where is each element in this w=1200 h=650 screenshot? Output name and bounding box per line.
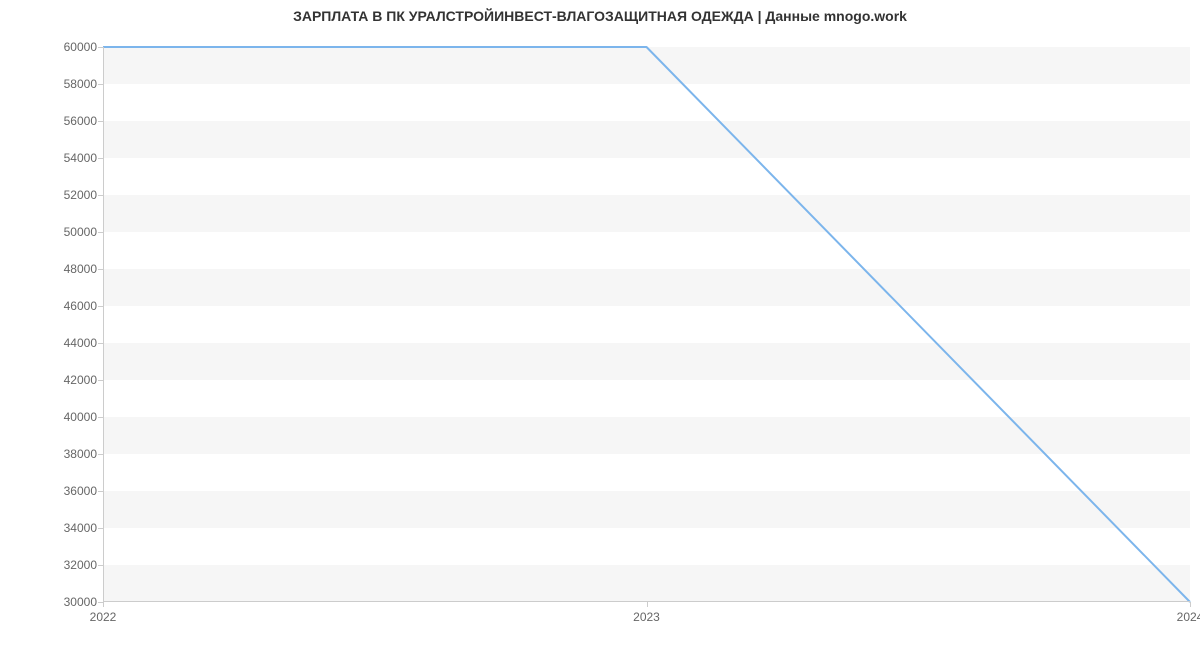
y-tick-mark	[98, 491, 103, 492]
x-tick-mark	[647, 602, 648, 607]
y-axis-line	[103, 47, 104, 602]
y-tick-mark	[98, 565, 103, 566]
y-tick-label: 50000	[64, 225, 97, 239]
y-tick-label: 36000	[64, 484, 97, 498]
y-tick-label: 56000	[64, 114, 97, 128]
y-tick-label: 52000	[64, 188, 97, 202]
y-tick-mark	[98, 306, 103, 307]
y-tick-mark	[98, 195, 103, 196]
series-line	[103, 47, 1190, 602]
y-tick-mark	[98, 380, 103, 381]
y-tick-label: 60000	[64, 40, 97, 54]
y-tick-label: 40000	[64, 410, 97, 424]
y-tick-label: 46000	[64, 299, 97, 313]
y-tick-mark	[98, 343, 103, 344]
y-tick-mark	[98, 232, 103, 233]
plot-area: 3000032000340003600038000400004200044000…	[103, 47, 1190, 602]
y-tick-mark	[98, 84, 103, 85]
y-tick-mark	[98, 269, 103, 270]
x-tick-mark	[1190, 602, 1191, 607]
y-tick-mark	[98, 158, 103, 159]
y-tick-mark	[98, 121, 103, 122]
y-tick-label: 42000	[64, 373, 97, 387]
y-tick-mark	[98, 417, 103, 418]
y-tick-label: 38000	[64, 447, 97, 461]
x-tick-label: 2023	[633, 610, 660, 624]
y-tick-label: 44000	[64, 336, 97, 350]
y-tick-label: 48000	[64, 262, 97, 276]
x-tick-mark	[103, 602, 104, 607]
y-tick-mark	[98, 454, 103, 455]
line-layer	[103, 47, 1190, 602]
chart-title: ЗАРПЛАТА В ПК УРАЛСТРОЙИНВЕСТ-ВЛАГОЗАЩИТ…	[0, 8, 1200, 24]
chart-container: ЗАРПЛАТА В ПК УРАЛСТРОЙИНВЕСТ-ВЛАГОЗАЩИТ…	[0, 0, 1200, 650]
y-tick-label: 32000	[64, 558, 97, 572]
y-tick-label: 58000	[64, 77, 97, 91]
y-tick-mark	[98, 47, 103, 48]
x-tick-label: 2024	[1177, 610, 1200, 624]
x-tick-label: 2022	[90, 610, 117, 624]
y-tick-mark	[98, 528, 103, 529]
y-tick-label: 34000	[64, 521, 97, 535]
y-tick-label: 30000	[64, 595, 97, 609]
y-tick-label: 54000	[64, 151, 97, 165]
